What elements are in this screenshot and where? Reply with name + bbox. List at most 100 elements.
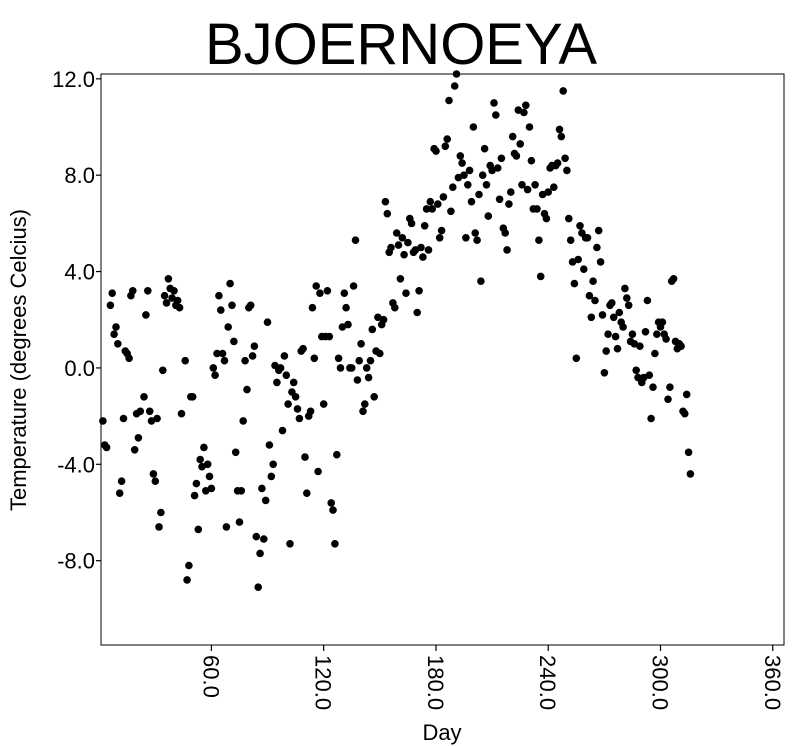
data-point — [164, 275, 173, 283]
data-point — [435, 234, 444, 242]
data-point — [291, 393, 300, 401]
data-point — [224, 323, 232, 331]
data-point — [653, 330, 661, 339]
data-point — [243, 385, 251, 394]
data-point — [235, 518, 244, 526]
y-tick-label: 4.0 — [64, 260, 95, 285]
data-point — [205, 472, 214, 481]
data-point — [162, 299, 171, 307]
data-point — [415, 287, 423, 295]
data-point — [600, 369, 609, 377]
data-point — [505, 200, 513, 208]
x-tick-label: 120.0 — [311, 655, 336, 710]
data-point — [368, 325, 377, 334]
data-point — [445, 96, 453, 105]
data-point — [336, 364, 345, 372]
data-point — [613, 344, 622, 353]
data-point — [608, 299, 616, 307]
data-point — [183, 576, 191, 584]
data-point — [624, 301, 633, 310]
data-point — [518, 181, 526, 189]
data-point — [289, 378, 298, 387]
data-point — [192, 479, 201, 488]
data-point — [400, 250, 408, 259]
data-point — [522, 101, 530, 110]
data-point — [209, 364, 218, 372]
data-point — [342, 303, 350, 312]
data-point — [246, 301, 255, 310]
data-point — [598, 311, 607, 319]
data-point — [422, 205, 431, 213]
data-point — [469, 123, 478, 131]
data-point — [99, 417, 107, 425]
data-point — [362, 364, 371, 372]
data-point — [434, 200, 442, 208]
data-point — [130, 446, 139, 454]
data-point — [196, 455, 204, 464]
data-point — [391, 303, 399, 312]
data-point — [482, 181, 491, 189]
data-point — [316, 289, 324, 298]
data-point — [383, 209, 392, 218]
data-point — [555, 125, 564, 134]
data-point — [561, 154, 569, 163]
data-point — [507, 188, 515, 196]
data-point — [359, 407, 367, 416]
data-point — [239, 417, 247, 425]
data-point — [106, 301, 115, 310]
data-point — [312, 282, 321, 290]
data-point — [308, 303, 317, 312]
data-point — [580, 265, 588, 274]
data-point — [374, 313, 382, 322]
data-point — [475, 190, 483, 199]
data-point — [282, 371, 291, 380]
data-point — [557, 132, 566, 141]
data-point — [508, 132, 517, 141]
data-point — [200, 443, 208, 452]
data-point — [641, 328, 650, 336]
data-point — [497, 154, 506, 163]
data-point — [615, 308, 624, 317]
y-axis-ticks: 12.0 8.0 4.0 0.0 -4.0 -8.0 — [52, 67, 101, 574]
data-point — [323, 287, 332, 295]
data-point — [252, 532, 261, 541]
data-point — [110, 330, 118, 339]
data-point — [493, 164, 502, 172]
data-point — [269, 460, 278, 469]
data-point — [424, 246, 433, 254]
data-point — [203, 460, 212, 469]
data-point — [443, 135, 452, 143]
data-point — [525, 123, 534, 131]
data-point — [329, 506, 337, 514]
data-point — [402, 289, 410, 298]
data-point — [460, 171, 468, 179]
data-point — [413, 308, 422, 317]
data-point — [647, 414, 655, 423]
data-point — [153, 414, 161, 423]
data-point — [495, 195, 504, 204]
data-point — [213, 349, 221, 358]
data-point — [662, 335, 670, 343]
data-point — [361, 400, 369, 408]
data-point — [621, 284, 629, 293]
data-point — [344, 320, 352, 329]
data-point — [471, 229, 480, 237]
data-point — [456, 152, 465, 160]
data-point — [593, 243, 601, 252]
data-point — [576, 222, 584, 230]
y-tick-label: 0.0 — [64, 356, 95, 381]
data-point — [449, 183, 457, 191]
data-point — [303, 489, 311, 498]
data-point — [301, 453, 309, 461]
data-point — [407, 219, 416, 228]
data-point — [250, 342, 259, 351]
data-point — [441, 142, 450, 151]
data-point — [381, 197, 390, 206]
data-point — [490, 99, 498, 107]
data-point — [366, 356, 375, 365]
data-point — [428, 205, 437, 213]
data-point — [217, 306, 225, 314]
data-point — [129, 287, 137, 295]
data-point — [473, 236, 481, 244]
data-point — [237, 487, 246, 495]
